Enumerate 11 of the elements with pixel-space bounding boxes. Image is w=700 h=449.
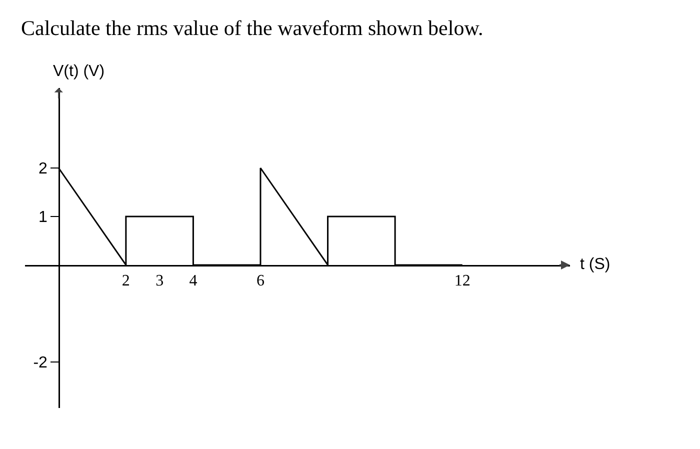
x-tick-label: 6 bbox=[256, 272, 264, 290]
x-tick-label: 4 bbox=[189, 272, 198, 290]
y-tick-label: 1 bbox=[38, 209, 48, 226]
x-tick-label: 12 bbox=[454, 272, 470, 290]
y-axis-title: V(t) (V) bbox=[53, 63, 105, 80]
chart-title: Calculate the rms value of the waveform shown below. bbox=[21, 16, 484, 40]
y-tick-label: 2 bbox=[38, 160, 48, 178]
y-tick-label: -2 bbox=[33, 354, 48, 372]
x-axis-title: t (S) bbox=[580, 256, 610, 273]
x-tick-label: 3 bbox=[156, 272, 164, 290]
x-tick-label: 2 bbox=[122, 272, 130, 290]
